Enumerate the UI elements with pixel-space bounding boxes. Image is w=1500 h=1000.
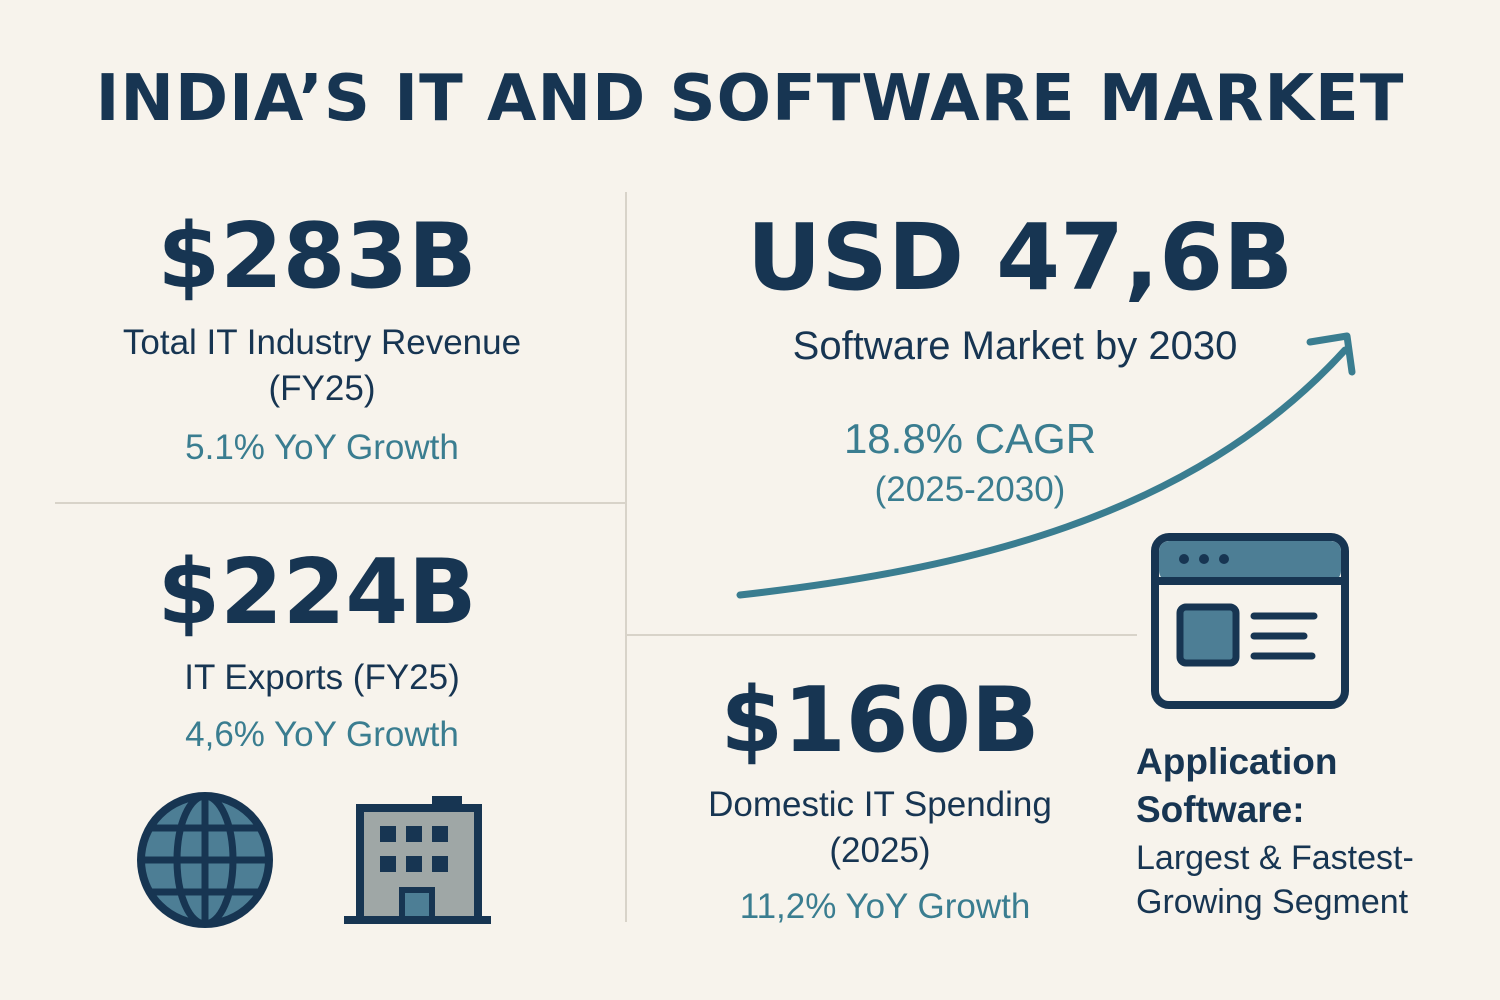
total-revenue-label: Total IT Industry Revenue (FY25) (17, 320, 627, 411)
page-title: INDIA’S IT AND SOFTWARE MARKET (95, 62, 1405, 136)
vertical-divider (625, 192, 627, 922)
total-revenue-growth: 5.1% YoY Growth (185, 428, 459, 467)
total-revenue-label-line1: Total IT Industry Revenue (122, 323, 522, 362)
globe-icon (137, 792, 273, 928)
cagr-period: (2025-2030) (874, 470, 1066, 509)
domestic-value: $160B (720, 668, 1040, 773)
domestic-label: Domestic IT Spending (2025) (630, 782, 1130, 873)
building-icon (344, 796, 491, 924)
total-revenue-value: $283B (157, 204, 477, 309)
exports-label: IT Exports (FY25) (184, 658, 460, 697)
exports-growth: 4,6% YoY Growth (185, 715, 459, 754)
total-revenue-label-line2: (FY25) (268, 368, 376, 408)
application-software-block: Application Software: Largest & Fastest-… (1136, 738, 1496, 925)
domestic-label-line1: Domestic IT Spending (708, 785, 1052, 824)
cagr-value: 18.8% CAGR (843, 415, 1097, 462)
software-market-value: USD 47,6B (746, 204, 1294, 311)
domestic-label-line2: (2025) (829, 830, 931, 870)
software-market-label: Software Market by 2030 (792, 324, 1238, 368)
right-horizontal-divider (627, 634, 1137, 636)
exports-value: $224B (157, 540, 477, 645)
growth-arrow-icon (736, 332, 1356, 599)
browser-window-icon (1151, 533, 1349, 709)
application-line2: Software: (1136, 789, 1305, 831)
domestic-growth: 11,2% YoY Growth (739, 887, 1031, 926)
left-horizontal-divider (55, 502, 625, 504)
application-line1: Application (1136, 741, 1338, 782)
application-line4: Growing Segment (1136, 883, 1409, 922)
application-line3: Largest & Fastest- (1136, 839, 1414, 878)
